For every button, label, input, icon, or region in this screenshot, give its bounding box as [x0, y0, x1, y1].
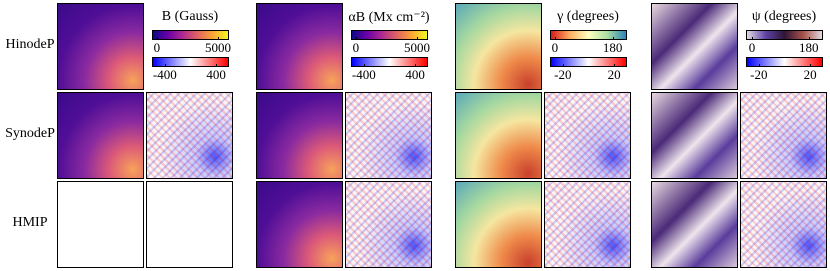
colorbar — [152, 57, 229, 67]
colorbar-tick-label: 20 — [803, 67, 817, 82]
colorbar-tick-label: 0 — [551, 40, 559, 55]
map-panel — [651, 3, 738, 90]
row-label: HinodeP — [5, 37, 55, 52]
colorbar — [550, 57, 627, 67]
colorbar-tick — [614, 64, 616, 67]
colorbar-tick — [218, 37, 219, 40]
map-panel — [651, 92, 738, 179]
colorbar-tick-label: 0 — [748, 40, 756, 55]
colorbar-tick — [808, 37, 810, 40]
colorbar — [351, 30, 428, 40]
colorbar — [746, 57, 823, 67]
colorbar-tick — [810, 64, 812, 67]
colorbar-tick — [164, 64, 166, 67]
map-panel — [256, 92, 343, 179]
map-panel — [455, 181, 542, 268]
colorbar-tick — [363, 64, 365, 67]
colorbar — [152, 30, 229, 40]
colorbar-tick-label: 180 — [799, 40, 819, 55]
difference-panel — [544, 92, 631, 179]
difference-panel — [146, 92, 233, 179]
colorbar-tick — [156, 37, 158, 40]
colorbar-title: B (Gauss) — [161, 9, 219, 24]
colorbar-tick — [612, 37, 614, 40]
colorbar-title: γ (degrees) — [557, 9, 619, 24]
colorbar-tick — [355, 37, 357, 40]
colorbar-tick-label: 400 — [405, 67, 425, 82]
colorbar-tick — [562, 64, 564, 67]
colorbar-tick-label: 5000 — [205, 40, 231, 55]
colorbar — [550, 30, 627, 40]
map-panel — [256, 3, 343, 90]
colorbar-tick-label: 20 — [607, 67, 621, 82]
map-panel — [57, 92, 144, 179]
colorbar-tick-label: -20 — [750, 67, 768, 82]
map-panel — [651, 181, 738, 268]
colorbar-tick-label: 180 — [602, 40, 623, 55]
colorbar-tick-label: -400 — [152, 67, 177, 82]
map-panel — [57, 3, 144, 90]
colorbar-tick-label: 0 — [352, 40, 360, 55]
colorbar-tick — [554, 37, 556, 40]
map-panel — [455, 92, 542, 179]
colorbar — [351, 57, 428, 67]
colorbar-tick — [417, 37, 418, 40]
colorbar-tick-label: -20 — [554, 67, 572, 82]
difference-panel — [740, 181, 827, 268]
colorbar-title: αB (Mx cm⁻²) — [348, 10, 430, 25]
difference-panel — [345, 181, 432, 268]
empty-panel — [57, 181, 144, 268]
difference-panel — [544, 181, 631, 268]
colorbar-title: ψ (degrees) — [751, 9, 817, 24]
map-panel — [256, 181, 343, 268]
colorbar-tick — [751, 37, 753, 40]
colorbar-tick-label: -400 — [351, 67, 376, 82]
colorbar-tick — [758, 64, 760, 67]
colorbar-tick — [415, 64, 417, 67]
row-label: HMIP — [12, 215, 48, 230]
difference-panel — [740, 92, 827, 179]
empty-panel — [146, 181, 233, 268]
colorbar-tick-label: 0 — [153, 40, 161, 55]
colorbar-tick-label: 400 — [206, 67, 226, 82]
difference-panel — [345, 92, 432, 179]
colorbar-tick-label: 5000 — [404, 40, 430, 55]
colorbar — [746, 30, 823, 40]
row-label: SynodeP — [5, 126, 55, 141]
colorbar-tick — [216, 64, 218, 67]
map-panel — [455, 3, 542, 90]
